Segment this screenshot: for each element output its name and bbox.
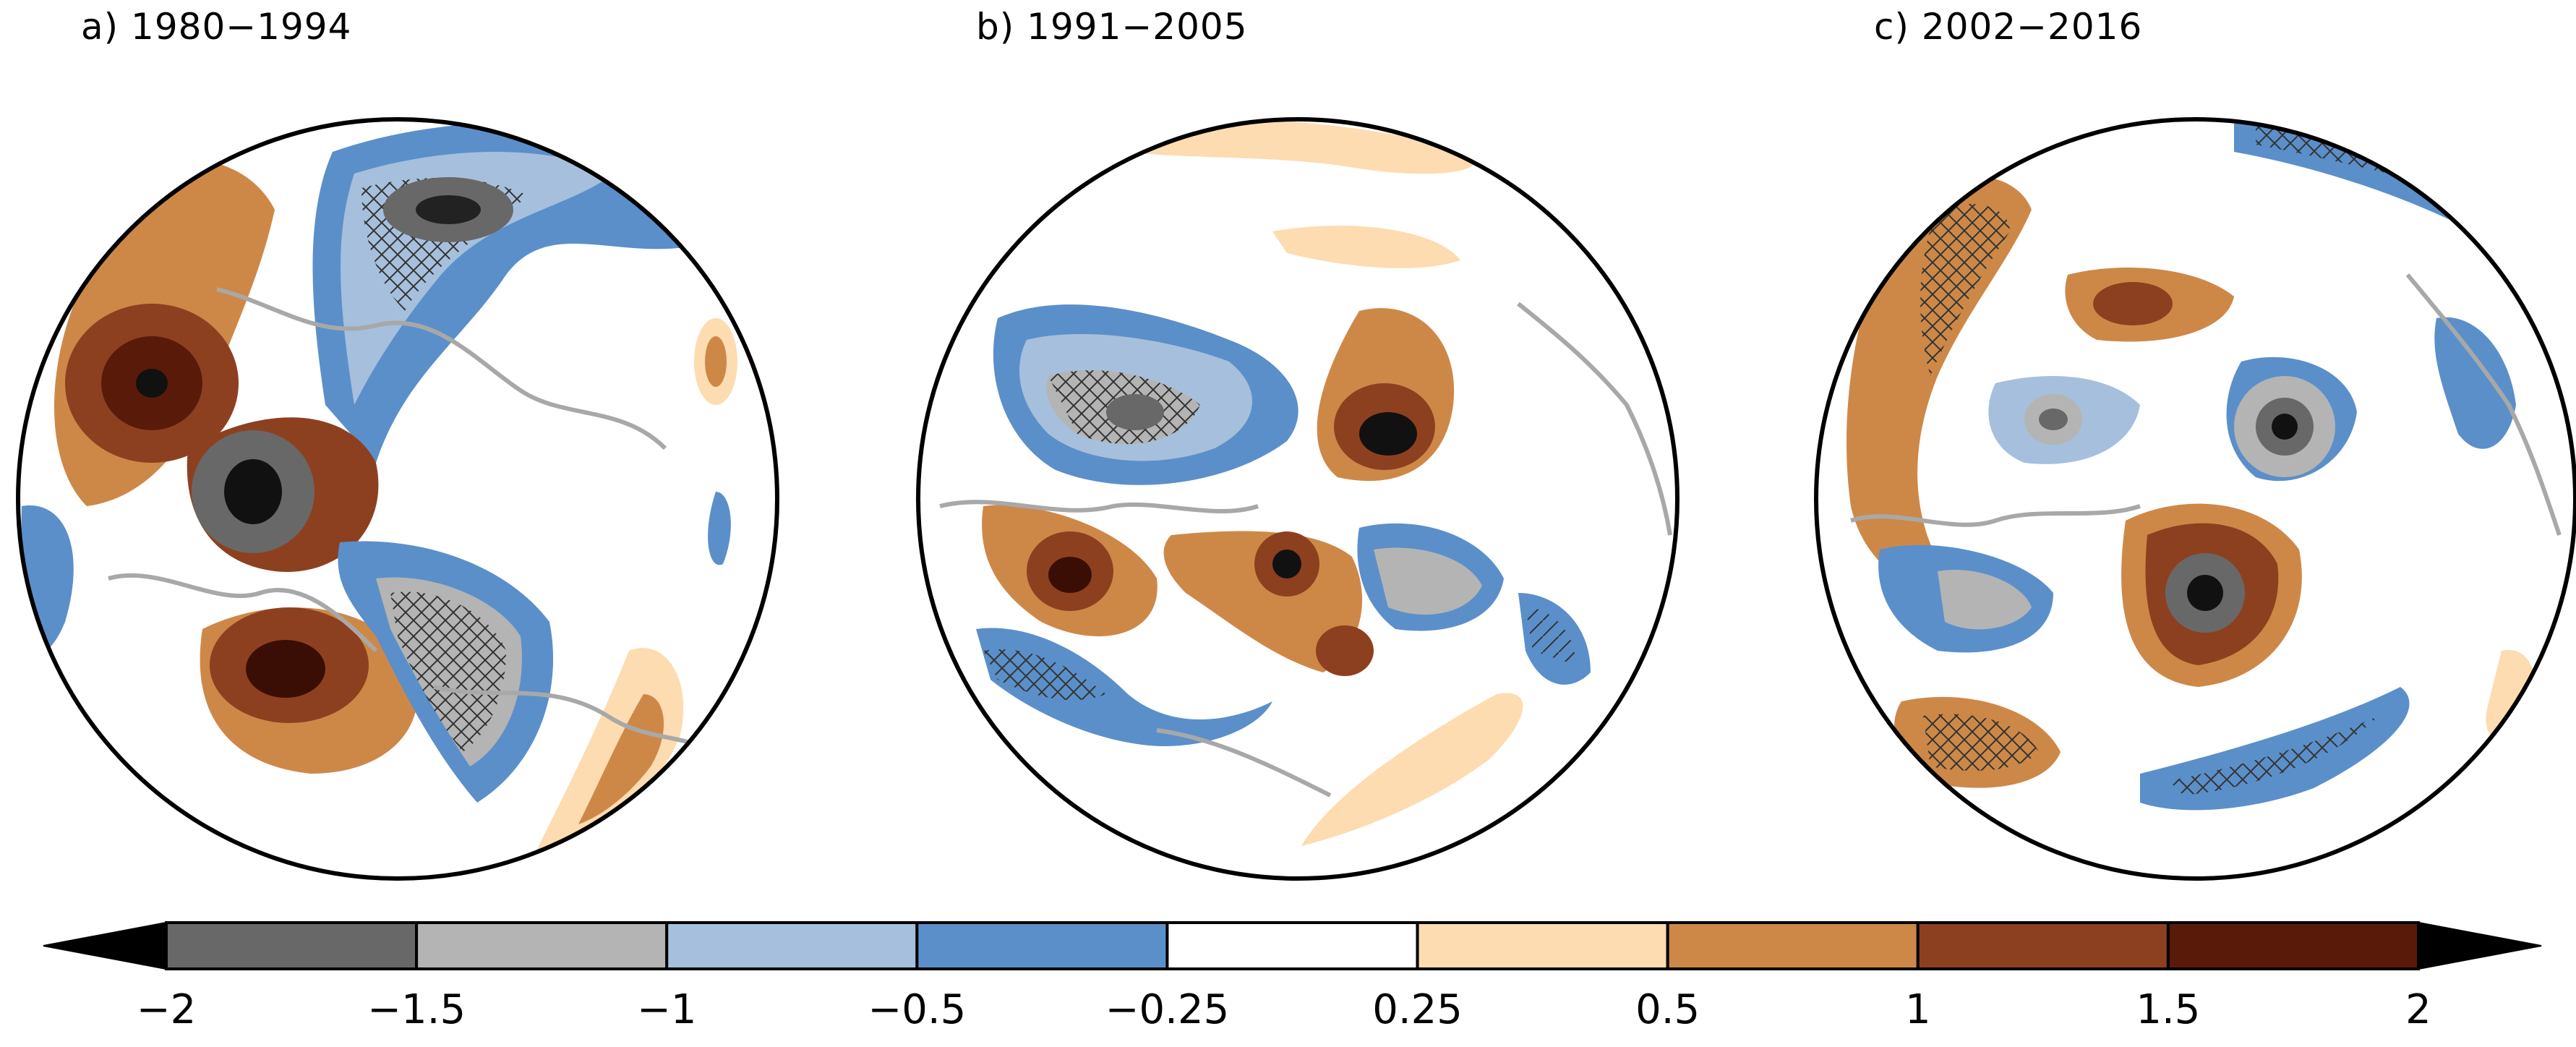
colorbar: −2 −1.5 −1 −0.5 −0.25 0.25 0.5 1 1.5 2: [43, 921, 2542, 1033]
colorbar-tick-label: −1: [637, 986, 697, 1033]
colorbar-extend-high: [2418, 921, 2542, 970]
colorbar-tick-label: −0.5: [868, 986, 966, 1033]
panel-c-map: [1814, 117, 2576, 881]
colorbar-tick-label: −2: [137, 986, 197, 1033]
colorbar-box: [665, 921, 919, 970]
colorbar-tick-label: 1.5: [2136, 986, 2200, 1033]
colorbar-box: [1416, 921, 1669, 970]
colorbar-tick-label: 2: [2405, 986, 2431, 1033]
panel-b-map: [916, 117, 1679, 881]
colorbar-tick-label: 0.5: [1635, 986, 1700, 1033]
panel-c-boundary: [1814, 117, 2576, 881]
colorbar-tick-label: 1: [1905, 986, 1931, 1033]
panel-c-title: c) 2002−2016: [1874, 6, 2143, 48]
colorbar-box: [165, 921, 419, 970]
panel-b-title: b) 1991−2005: [976, 6, 1248, 48]
colorbar-box: [1666, 921, 1920, 970]
panel-a-title: a) 1980−1994: [81, 6, 352, 48]
colorbar-extend-low: [43, 921, 167, 970]
colorbar-tick-label: −1.5: [367, 986, 466, 1033]
colorbar-box: [1165, 921, 1419, 970]
panel-a-boundary: [16, 117, 779, 881]
colorbar-box: [415, 921, 669, 970]
panel-a-map: [16, 117, 779, 881]
colorbar-tick-label: 0.25: [1372, 986, 1463, 1033]
colorbar-box: [2166, 921, 2421, 970]
panel-b-boundary: [916, 117, 1679, 881]
colorbar-tick-label: −0.25: [1105, 986, 1230, 1033]
colorbar-box: [915, 921, 1169, 970]
colorbar-box: [1916, 921, 2170, 970]
